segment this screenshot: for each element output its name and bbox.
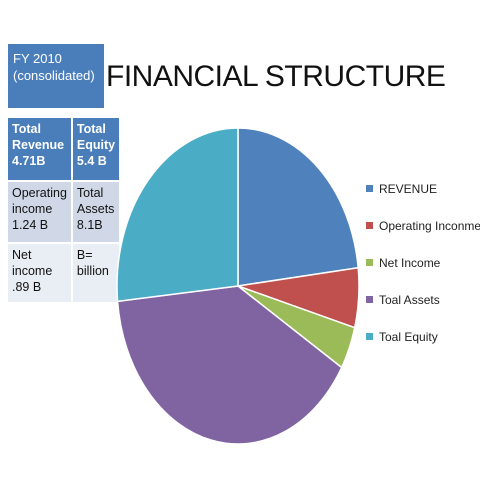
total-equity-cell: Total Equity 5.4 B xyxy=(72,118,120,180)
cell-text: billion xyxy=(76,264,109,278)
legend-swatch xyxy=(366,333,373,340)
cell-value: 5.4 B xyxy=(76,154,107,168)
cell-value: 1.24 B xyxy=(12,218,49,232)
cell-text: income xyxy=(12,202,53,216)
legend-label: Toal Equity xyxy=(379,329,438,344)
legend-item: REVENUE xyxy=(366,170,480,207)
cell-value: .89 B xyxy=(12,280,42,294)
legend-label: Net Income xyxy=(379,255,441,270)
cell-value: 4.71B xyxy=(12,154,46,168)
cell-text: Equity xyxy=(76,138,116,152)
pie-slice-toal-assets xyxy=(116,285,343,445)
net-income-cell: Net income .89 B xyxy=(8,242,73,302)
total-assets-cell: Total Assets 8.1B xyxy=(72,180,120,242)
legend-swatch xyxy=(366,259,373,266)
chart-legend: REVENUE Operating Inconme Net Income Toal A… xyxy=(366,170,480,355)
pie-slice-toal-equity xyxy=(116,127,239,303)
table-row: Net income .89 B B= billion xyxy=(8,242,120,302)
table-row: Operating income 1.24 B Total Assets 8.1… xyxy=(8,180,120,242)
legend-item: Toal Assets xyxy=(366,281,480,318)
chart-title: FINANCIAL STRUCTURE xyxy=(106,60,446,93)
legend-item: Toal Equity xyxy=(366,318,480,355)
pie-slice-revenue xyxy=(237,127,359,287)
cell-text: Revenue xyxy=(12,138,65,152)
operating-income-cell: Operating income 1.24 B xyxy=(8,180,73,242)
fiscal-year-box: FY 2010 (consolidated) xyxy=(8,44,104,108)
financial-stats-table: Total Revenue 4.71B Total Equity 5.4 B O… xyxy=(8,118,120,302)
cell-text: Total xyxy=(12,122,41,136)
legend-label: REVENUE xyxy=(379,181,438,196)
cell-text: Net xyxy=(12,248,32,262)
cell-text: B= xyxy=(76,248,93,262)
cell-text: income xyxy=(12,264,53,278)
cell-text: Total xyxy=(76,122,106,136)
fiscal-year-note: (consolidated) xyxy=(13,68,95,83)
legend-label: Toal Assets xyxy=(379,292,440,307)
legend-swatch xyxy=(366,185,373,192)
cell-text: Total xyxy=(76,186,104,200)
legend-item: Operating Inconme xyxy=(366,207,480,244)
legend-label: Operating Inconme xyxy=(379,218,480,233)
legend-item: Net Income xyxy=(366,244,480,281)
table-row: Total Revenue 4.71B Total Equity 5.4 B xyxy=(8,118,120,180)
legend-swatch xyxy=(366,296,373,303)
unit-note-cell: B= billion xyxy=(72,242,120,302)
legend-swatch xyxy=(366,222,373,229)
fiscal-year-label: FY 2010 xyxy=(13,51,62,66)
cell-text: Assets xyxy=(76,202,115,216)
total-revenue-cell: Total Revenue 4.71B xyxy=(8,118,73,180)
cell-text: Operating xyxy=(12,186,67,200)
cell-value: 8.1B xyxy=(76,218,103,232)
